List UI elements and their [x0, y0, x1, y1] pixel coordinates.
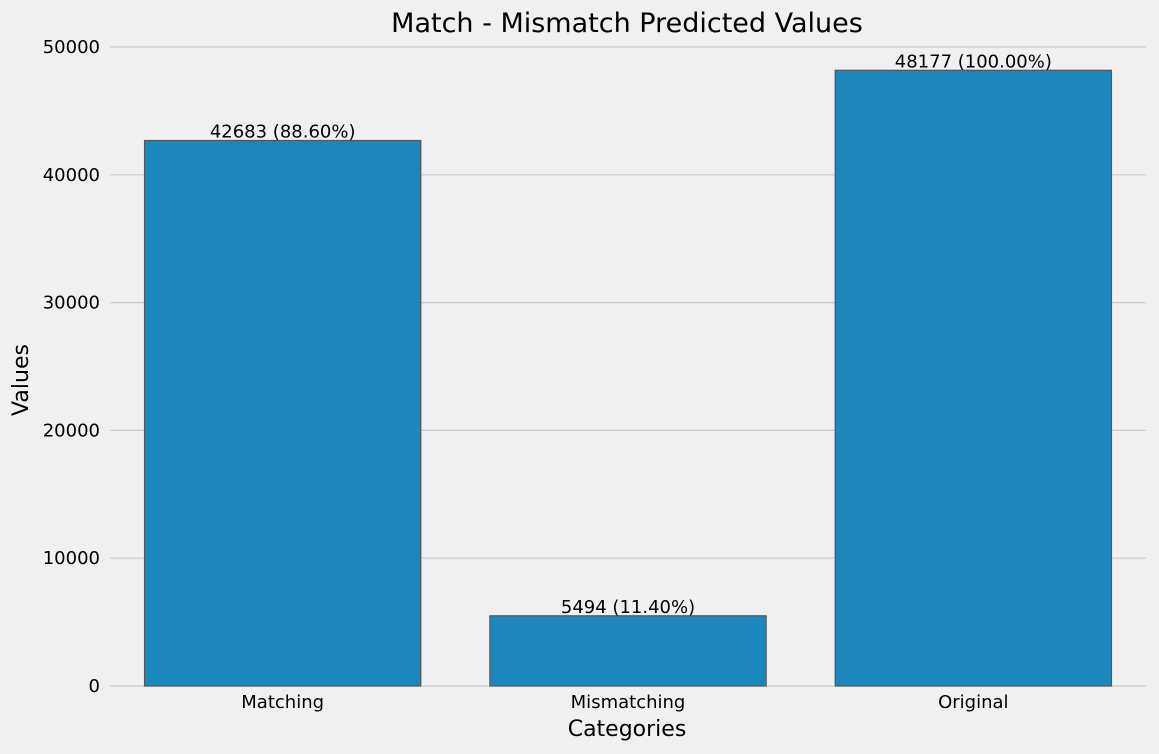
bar-data-label: 5494 (11.40%): [561, 597, 695, 618]
x-tick-label: Matching: [241, 692, 324, 713]
data-labels: 42683 (88.60%) 5494 (11.40%) 48177 (100.00…: [210, 51, 1052, 617]
bars: [143, 69, 1113, 687]
bar-data-label: 48177 (100.00%): [895, 51, 1052, 72]
x-axis-label: Categories: [568, 717, 687, 742]
bar-original: [834, 69, 1113, 687]
bar-mismatching: [489, 615, 767, 687]
y-tick-label: 40000: [43, 165, 100, 186]
bar-matching: [143, 139, 422, 687]
y-tick-label: 10000: [43, 548, 100, 569]
y-tick-label: 0: [89, 676, 100, 697]
x-tick-label: Mismatching: [571, 692, 686, 713]
bar-data-label: 42683 (88.60%): [210, 122, 356, 143]
x-tick-label: Original: [938, 692, 1008, 713]
y-tick-labels: 0 10000 20000 30000 40000 50000: [43, 37, 100, 697]
y-tick-label: 20000: [43, 420, 100, 441]
y-axis-label: Values: [9, 344, 34, 416]
x-tick-labels: Matching Mismatching Original: [241, 692, 1008, 713]
y-tick-label: 50000: [43, 37, 100, 58]
chart-title: Match - Mismatch Predicted Values: [391, 8, 863, 39]
y-tick-label: 30000: [43, 293, 100, 314]
